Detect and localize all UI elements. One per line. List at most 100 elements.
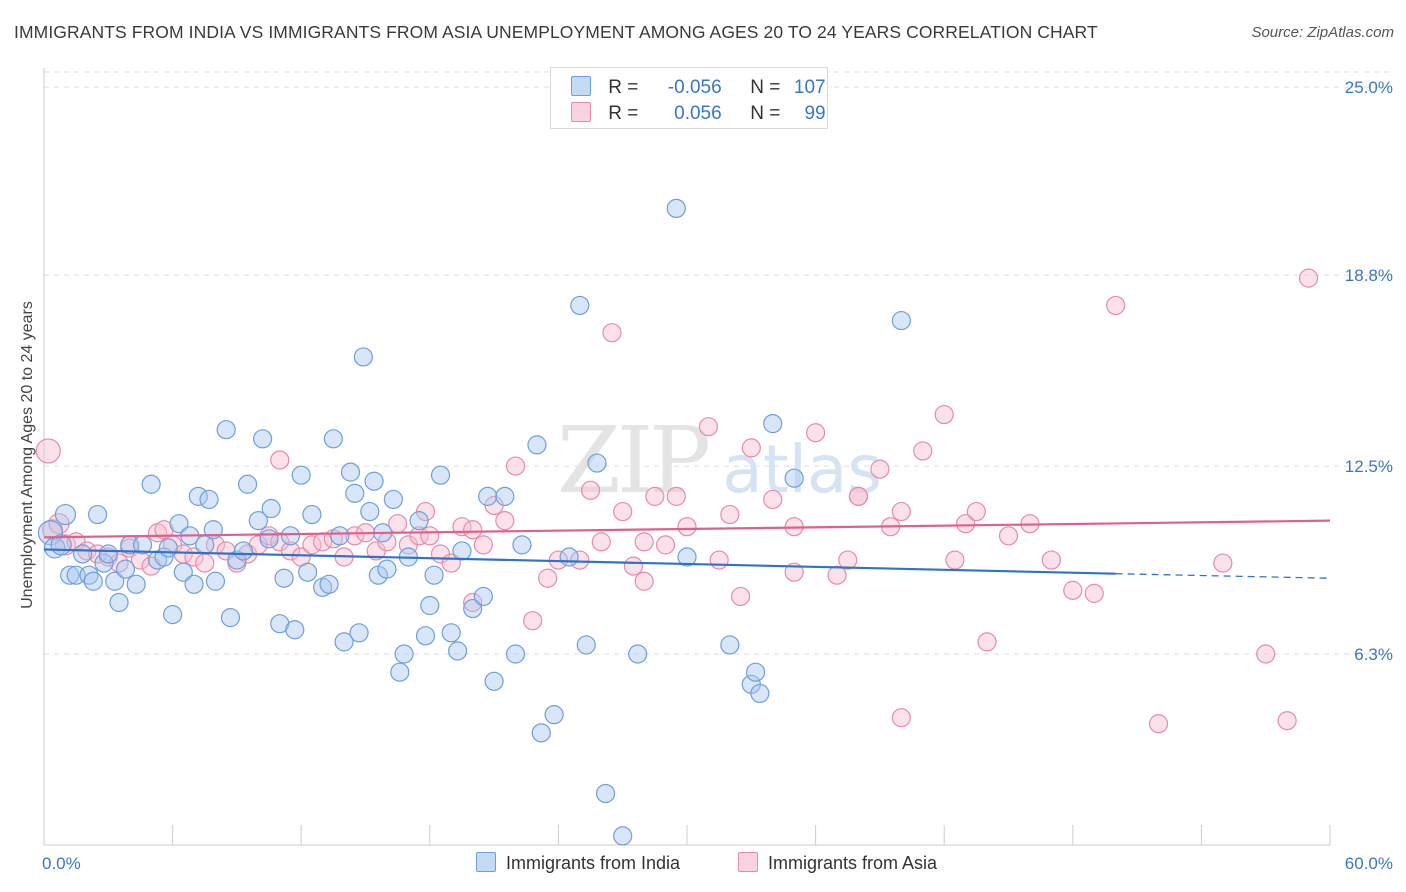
india-point xyxy=(274,568,294,588)
asia-point xyxy=(1106,295,1126,316)
asia-point xyxy=(345,526,365,546)
india-point xyxy=(87,504,108,525)
correlation-legend: R = -0.056 N = 107 R = 0.056 N = 99 xyxy=(550,67,828,129)
asia-point xyxy=(463,592,483,613)
asia-point xyxy=(1298,268,1319,288)
india-point xyxy=(478,486,498,506)
asia-r-label: R = xyxy=(608,103,639,124)
india-point xyxy=(345,483,365,503)
india-point xyxy=(233,541,253,561)
india-point xyxy=(409,511,429,531)
india-point xyxy=(677,547,697,567)
asia-point xyxy=(838,550,858,570)
asia-point xyxy=(655,535,676,555)
india-point xyxy=(484,671,504,691)
asia-point xyxy=(784,562,804,582)
asia-point xyxy=(698,417,719,437)
chart-title: IMMIGRANTS FROM INDIA VS IMMIGRANTS FROM… xyxy=(14,22,1098,42)
asia-point xyxy=(945,550,965,570)
asia-point xyxy=(505,456,526,476)
india-point xyxy=(745,662,766,682)
india-point xyxy=(559,547,579,567)
watermark: ZIP atlas xyxy=(557,407,882,514)
india-point xyxy=(94,553,114,573)
india-point xyxy=(216,420,236,440)
india-point xyxy=(248,511,268,531)
legend-item-india[interactable]: Immigrants from India xyxy=(476,852,680,874)
india-point xyxy=(390,662,410,682)
asia-point xyxy=(805,423,826,443)
india-point xyxy=(60,565,80,585)
india-trend-extension xyxy=(1115,573,1331,579)
asia-point xyxy=(1084,583,1104,603)
india-n-value: 107 xyxy=(793,77,826,98)
india-point xyxy=(298,562,318,582)
asia-point xyxy=(538,568,558,588)
india-r-label: R = xyxy=(608,77,639,98)
india-point xyxy=(415,626,436,646)
india-r-value: -0.056 xyxy=(667,77,722,98)
india-point xyxy=(570,295,590,316)
asia-point xyxy=(848,486,869,506)
india-point xyxy=(54,503,77,526)
legend-row-asia: R = 0.056 N = 99 xyxy=(571,102,826,126)
india-point xyxy=(109,592,129,613)
india-point xyxy=(784,468,804,488)
asia-point xyxy=(420,526,440,546)
india-trend-line xyxy=(43,548,1116,575)
x-tick-label-min: 0.0% xyxy=(42,854,81,873)
india-point xyxy=(420,595,440,616)
india-point xyxy=(891,310,911,331)
india-point xyxy=(319,574,339,594)
asia-point xyxy=(570,550,590,570)
asia-point xyxy=(195,553,215,573)
asia-point xyxy=(1041,550,1061,570)
asia-point xyxy=(677,517,697,537)
india-point xyxy=(441,623,461,643)
india-point xyxy=(364,471,384,491)
asia-point xyxy=(623,556,644,576)
asia-r-value: 0.056 xyxy=(674,103,722,124)
india-point xyxy=(720,635,740,655)
asia-n-value: 99 xyxy=(804,103,826,124)
source-label: Source: ZipAtlas.com xyxy=(1251,24,1394,41)
asia-point xyxy=(977,632,997,652)
series-legend: Immigrants from India Immigrants from As… xyxy=(0,852,1406,878)
asia-point xyxy=(1256,644,1276,664)
asia-point xyxy=(1148,714,1169,734)
watermark-atlas: atlas xyxy=(722,431,882,508)
india-point xyxy=(330,526,350,546)
asia-point xyxy=(473,535,493,555)
legend-item-asia[interactable]: Immigrants from Asia xyxy=(738,852,937,874)
india-point xyxy=(353,347,373,367)
india-point xyxy=(595,783,616,804)
india-point xyxy=(184,574,204,594)
india-point xyxy=(83,571,103,591)
india-point xyxy=(377,559,397,579)
asia-point xyxy=(634,532,654,552)
asia-point xyxy=(966,501,986,522)
asia-point xyxy=(1277,711,1297,731)
india-point xyxy=(334,632,354,652)
asia-point xyxy=(645,486,665,506)
india-point xyxy=(98,544,118,564)
asia-point xyxy=(998,526,1019,546)
asia-point xyxy=(827,565,847,585)
india-points xyxy=(37,198,911,846)
trend-lines xyxy=(43,519,1331,579)
y-tick-label: 6.3% xyxy=(1354,645,1393,664)
india-point xyxy=(628,644,648,664)
asia-point xyxy=(634,571,654,591)
asia-point xyxy=(763,489,783,510)
india-point xyxy=(448,641,468,661)
india-point xyxy=(587,453,607,473)
india-point xyxy=(544,705,564,725)
india-point xyxy=(37,520,64,546)
india-point xyxy=(302,504,322,525)
india-point xyxy=(72,544,93,564)
asia-point xyxy=(870,459,890,479)
asia-point xyxy=(1063,580,1083,600)
asia-point xyxy=(602,323,622,343)
india-point xyxy=(115,559,136,579)
asia-points xyxy=(35,268,1319,734)
